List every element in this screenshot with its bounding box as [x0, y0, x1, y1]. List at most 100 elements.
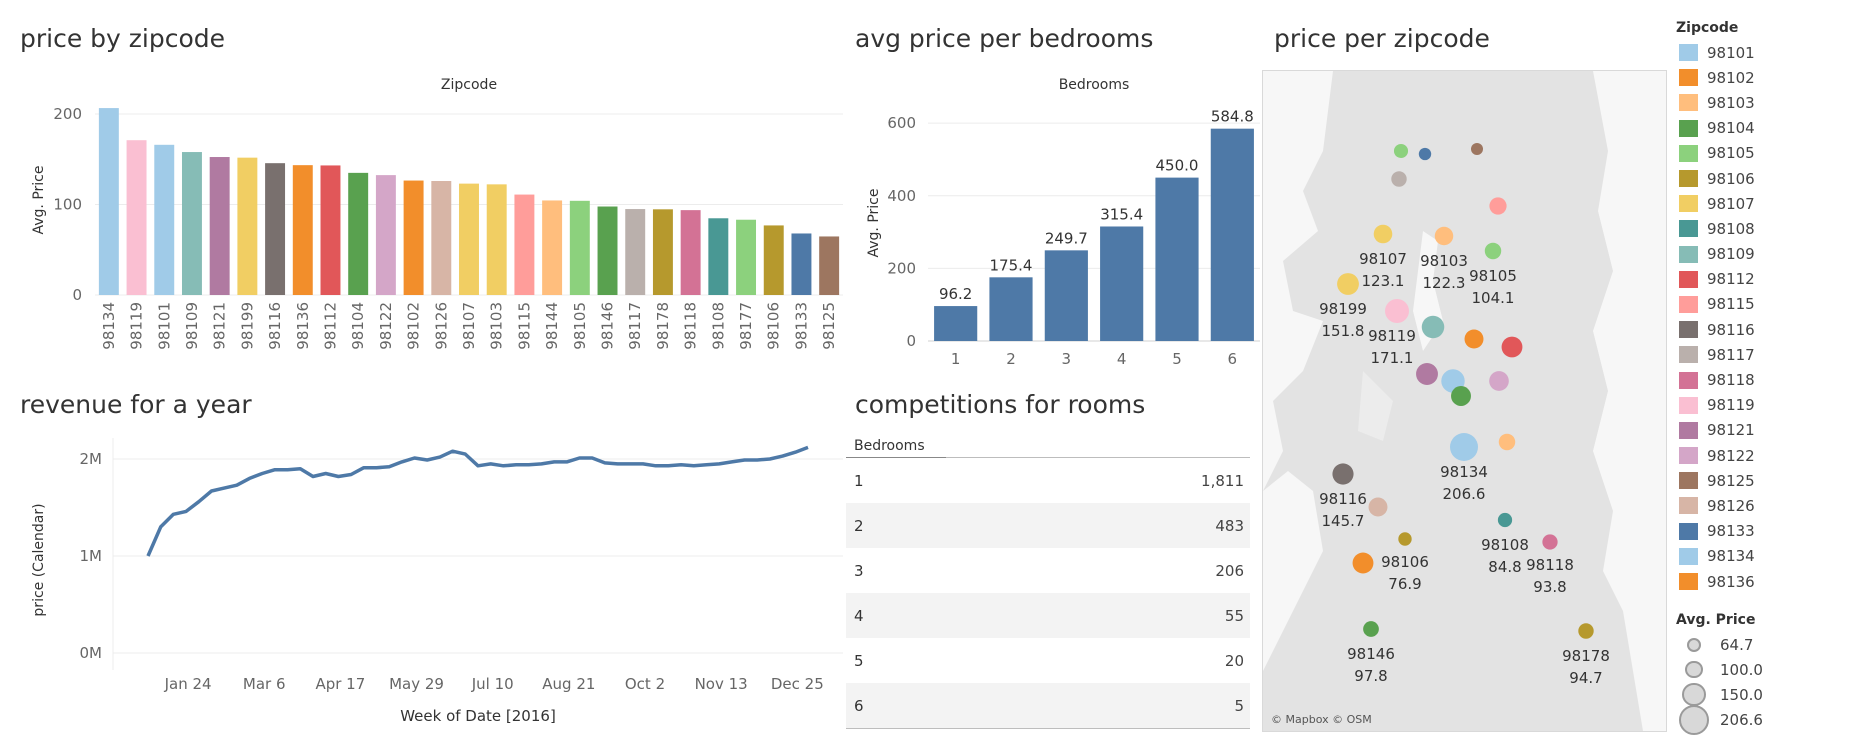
table-header: Bedrooms [846, 435, 1250, 458]
map-point-98199 [1337, 273, 1359, 295]
legend-label: 98106 [1707, 169, 1755, 188]
legend-label: 98112 [1707, 270, 1755, 289]
bed-bar-data-label: 584.8 [1211, 108, 1254, 126]
map-point-98134 [1450, 433, 1478, 461]
legend-item[interactable]: 98105 [1676, 141, 1866, 166]
table-header-underline [846, 457, 946, 458]
table-cell-bedrooms: 2 [854, 517, 864, 535]
legend-item[interactable]: 98136 [1676, 569, 1866, 594]
rooms-table: Bedrooms 1 1,811 2 483 3 206 4 55 5 20 6 5 [846, 435, 1250, 729]
legend-item[interactable]: 98126 [1676, 493, 1866, 518]
bed-bar-ytick-label: 200 [887, 259, 916, 277]
zip-bar-bar [237, 157, 258, 295]
legend-item[interactable]: 98106 [1676, 166, 1866, 191]
map-point-98177 [1393, 143, 1409, 159]
legend-swatch [1679, 270, 1698, 288]
legend-label: 98117 [1707, 345, 1755, 364]
zip-bar-bar [403, 180, 424, 295]
zip-bar-title: price by zipcode [20, 24, 226, 53]
zip-bar-xtick-label: 98106 [765, 302, 783, 350]
legend-item[interactable]: 98108 [1676, 216, 1866, 241]
zip-bar-xtick-label: 98108 [709, 302, 727, 350]
legend-item[interactable]: 98122 [1676, 443, 1866, 468]
zip-bar-header: Zipcode [441, 77, 497, 93]
size-legend-item: 64.7 [1676, 632, 1755, 657]
legend-item[interactable]: 98117 [1676, 342, 1866, 367]
legend-item[interactable]: 98134 [1676, 544, 1866, 569]
bed-bar-title: avg price per bedrooms [855, 24, 1154, 53]
legend-swatch [1679, 522, 1698, 540]
table-row: 5 20 [846, 638, 1250, 683]
map-point-98125 [1471, 143, 1483, 155]
legend-swatch [1679, 447, 1698, 465]
legend-item[interactable]: 98101 [1676, 40, 1866, 65]
bed-bar-bar [1044, 250, 1088, 341]
table-body: 1 1,811 2 483 3 206 4 55 5 20 6 5 [846, 458, 1250, 728]
zip-bar-bar [569, 200, 590, 295]
map-point-98119 [1385, 299, 1409, 323]
color-legend: Zipcode 98101 98102 98103 98104 98105 98106 98… [1676, 20, 1866, 594]
table-row: 4 55 [846, 593, 1250, 638]
legend-label: 98122 [1707, 446, 1755, 465]
legend-item[interactable]: 98125 [1676, 468, 1866, 493]
map-point-98121 [1416, 363, 1438, 385]
legend-swatch [1679, 144, 1698, 162]
legend-item[interactable]: 98133 [1676, 519, 1866, 544]
legend-item[interactable]: 98121 [1676, 418, 1866, 443]
zip-bar-xtick-label: 98118 [682, 302, 700, 350]
size-legend-items: 64.7 100.0 150.0 206.6 [1676, 632, 1763, 735]
map-area[interactable]: 98134 206.6 98119 171.1 98199 151.8 98116 145.7… [1262, 70, 1667, 732]
legend-swatch [1679, 547, 1698, 565]
zip-bar-bar [98, 108, 119, 295]
legend-swatch [1679, 396, 1698, 414]
zip-bar-bar [542, 200, 563, 295]
legend-item[interactable]: 98115 [1676, 292, 1866, 317]
map-point-value-label: 76.9 [1388, 575, 1421, 593]
zip-bar-bar [292, 165, 313, 295]
legend-item[interactable]: 98119 [1676, 393, 1866, 418]
legend-swatch [1679, 170, 1698, 188]
map-water-east [1593, 71, 1666, 731]
table-bottom-border [846, 728, 1250, 729]
map-point-98102 [1464, 329, 1484, 349]
legend-label: 98116 [1707, 320, 1755, 339]
map-point-zip-label: 98105 [1469, 267, 1517, 285]
legend-item[interactable]: 98107 [1676, 191, 1866, 216]
legend-item[interactable]: 98118 [1676, 367, 1866, 392]
zip-bar-xtick-label: 98104 [349, 302, 367, 350]
legend-item[interactable]: 98104 [1676, 116, 1866, 141]
zip-bar-xtick-label: 98177 [737, 302, 755, 350]
zip-bar-xtick-label: 98103 [488, 302, 506, 350]
zip-bar-bar [209, 157, 230, 295]
map-point-98105 [1484, 242, 1502, 260]
legend-swatch [1679, 573, 1698, 591]
legend-item[interactable]: 98102 [1676, 65, 1866, 90]
map-point-zip-label: 98178 [1562, 647, 1610, 665]
legend-item[interactable]: 98109 [1676, 242, 1866, 267]
map-point-value-label: 104.1 [1472, 289, 1515, 307]
zip-bar-xtick-label: 98125 [820, 302, 838, 350]
revenue-ytick-label: 2M [80, 450, 103, 468]
map-point-zip-label: 98134 [1440, 463, 1488, 481]
zip-bar-xtick-label: 98105 [571, 302, 589, 350]
legend-label: 98126 [1707, 496, 1755, 515]
table-row: 3 206 [846, 548, 1250, 593]
table-cell-count: 5 [1234, 697, 1244, 715]
legend-swatch [1679, 245, 1698, 263]
bed-bar-ytick-label: 400 [887, 187, 916, 205]
map-points: 98134 206.6 98119 171.1 98199 151.8 98116 145.7… [1319, 143, 1610, 687]
map-point-98106 [1398, 532, 1412, 546]
map-point-zip-label: 98119 [1368, 327, 1416, 345]
legend-item[interactable]: 98116 [1676, 317, 1866, 342]
map-point-value-label: 94.7 [1569, 669, 1602, 687]
revenue-xtick-label: May 29 [389, 675, 444, 693]
legend-item[interactable]: 98112 [1676, 267, 1866, 292]
revenue-ytick-label: 0M [80, 644, 103, 662]
table-cell-bedrooms: 5 [854, 652, 864, 670]
legend-label: 98115 [1707, 295, 1755, 314]
zip-bar-bar [763, 225, 784, 295]
legend-label: 98133 [1707, 522, 1755, 541]
legend-item[interactable]: 98103 [1676, 90, 1866, 115]
bed-bar-ylabel: Avg. Price [866, 189, 882, 258]
